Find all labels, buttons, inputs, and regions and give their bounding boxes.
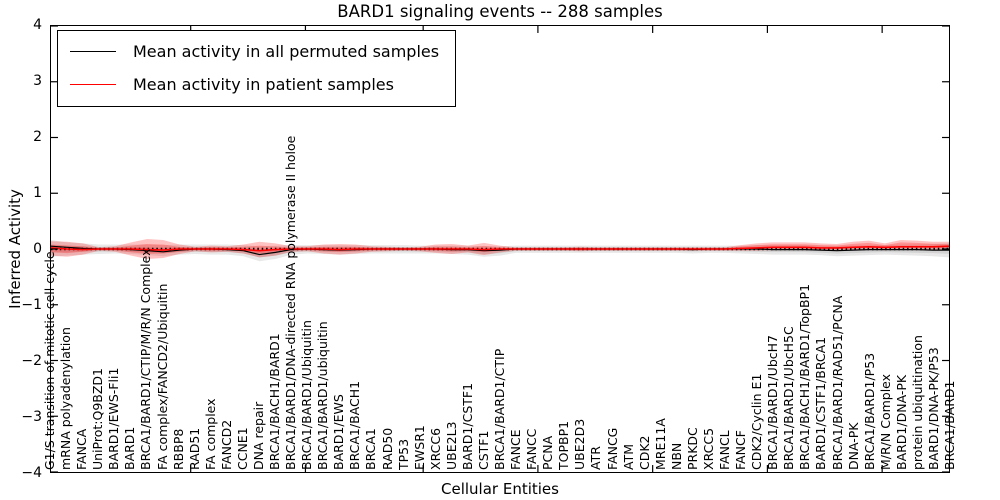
x-tick-label: BARD1 — [122, 426, 138, 470]
x-tick-label: FANCG — [604, 427, 620, 470]
x-tick-label: FANCD2 — [218, 419, 234, 470]
permuted-samples-range-inner — [51, 244, 949, 258]
legend-item-patient: Mean activity in patient samples — [70, 71, 439, 97]
chart-canvas — [51, 26, 949, 472]
x-tick-label: BRCA1/BACH1/BARD1/TopBP1 — [797, 283, 813, 470]
x-tick-label: BARD1/CSTF1 — [459, 382, 475, 470]
x-tick-label: UBE2D3 — [572, 418, 588, 470]
x-tick-label: mRNA polyadenylation — [58, 327, 74, 470]
y-tick-label: 2 — [33, 129, 42, 145]
x-tick-label: FA complex/FANCD2/Ubiquitin — [154, 283, 170, 470]
x-tick-label: BRCA1/BARD1/ubiquitin — [315, 321, 331, 470]
x-tick-label: XRCC6 — [427, 427, 443, 470]
y-tick-label: 0 — [33, 241, 42, 257]
x-tick-label: TP53 — [395, 438, 411, 470]
x-tick-label: DNA repair — [250, 401, 266, 470]
x-tick-label: BRCA1/BACH1 — [347, 380, 363, 470]
x-tick-label: DNA-PK — [845, 422, 861, 471]
patient-mean-line — [51, 245, 949, 252]
x-tick-label: protein ubiquitination — [909, 335, 925, 470]
x-tick-label: PCNA — [540, 435, 556, 470]
x-tick-label: FANCF — [733, 430, 749, 470]
x-tick-label: ATM — [620, 443, 636, 470]
x-tick-label: FANCL — [717, 430, 732, 470]
x-tick-label: ATR — [588, 446, 604, 470]
x-tick-label: BARD1/CSTF1/BRCA1 — [813, 336, 829, 470]
x-tick-label: RAD51 — [186, 427, 202, 470]
y-tick-label: 3 — [33, 73, 42, 89]
x-tick-label: CDK2/Cyclin E1 — [749, 373, 765, 470]
legend: Mean activity in all permuted samples Me… — [57, 30, 457, 107]
x-tick-label: BRCA1/BARD1/P53 — [861, 352, 877, 470]
x-tick-label: FANCE — [508, 429, 524, 470]
x-tick-label: RBBP8 — [170, 428, 186, 470]
x-tick-label: UniProt:Q9BZD1 — [90, 368, 106, 470]
y-tick-label: −1 — [21, 297, 42, 313]
legend-item-permuted: Mean activity in all permuted samples — [70, 38, 439, 64]
x-tick-label: CDK2 — [636, 435, 652, 470]
x-tick-label: PRKDC — [684, 427, 700, 470]
x-tick-label: CCNE1 — [234, 427, 250, 470]
x-tick-label: BRCA1/BARD1/CTIP/M/R/N Complex — [138, 248, 154, 470]
y-tick-label: −4 — [21, 465, 42, 481]
x-tick-label: BARD1/EWS — [331, 394, 347, 470]
permuted-line-swatch — [70, 50, 116, 52]
chart-title: BARD1 signaling events -- 288 samples — [337, 2, 663, 21]
x-tick-label: BRCA1/BARD1 — [942, 380, 957, 470]
x-tick-label: BARD1/DNA-PK — [893, 374, 909, 470]
y-tick-label: 4 — [33, 17, 42, 33]
x-tick-label: FA complex — [202, 398, 218, 470]
y-tick-label: 1 — [33, 185, 42, 201]
x-tick-label: NBN — [668, 442, 684, 470]
x-tick-label: BARD1/EWS-Fli1 — [106, 367, 122, 470]
x-tick-label: BRCA1/BARD1/CTIP — [492, 348, 507, 470]
x-tick-label: MRE11A — [652, 418, 668, 470]
x-tick-label: UBE2L3 — [443, 421, 459, 471]
x-tick-label: CSTF1 — [475, 430, 491, 470]
x-tick-label: BRCA1/BARD1/DNA-directed RNA polymerase … — [283, 135, 299, 470]
legend-label-permuted: Mean activity in all permuted samples — [133, 41, 440, 61]
x-tick-label: XRCC5 — [700, 427, 716, 470]
x-tick-label: BRCA1/BARD1/UbcH5C — [781, 326, 797, 470]
y-tick-label: −3 — [21, 409, 42, 425]
y-tick-label: −2 — [21, 353, 42, 369]
x-tick-label: BRCA1/BARD1/UbcH7 — [765, 335, 781, 470]
x-tick-label: TOPBP1 — [556, 420, 572, 470]
x-tick-label: RAD50 — [379, 427, 395, 470]
x-tick-label: EWSR1 — [411, 425, 427, 470]
x-tick-label: BARD1/DNA-PK/P53 — [925, 347, 941, 470]
legend-label-patient: Mean activity in patient samples — [133, 74, 394, 94]
x-axis-label: Cellular Entities — [441, 480, 559, 498]
patient-line-swatch — [70, 83, 116, 85]
x-tick-label: FANCC — [524, 428, 540, 470]
x-tick-label: M/R/N Complex — [877, 373, 893, 470]
x-tick-label: BRCA1 — [363, 428, 379, 470]
x-tick-label: BRCA1/BARD1/RAD51/PCNA — [829, 295, 845, 470]
x-tick-label: G1/S transition of mitotic cell cycle — [42, 251, 57, 470]
x-tick-label: BRCA1/BARD1/Ubiquitin — [299, 320, 315, 470]
x-tick-label: BRCA1/BACH1/BARD1 — [267, 333, 282, 470]
x-tick-label: FANCA — [74, 428, 90, 470]
